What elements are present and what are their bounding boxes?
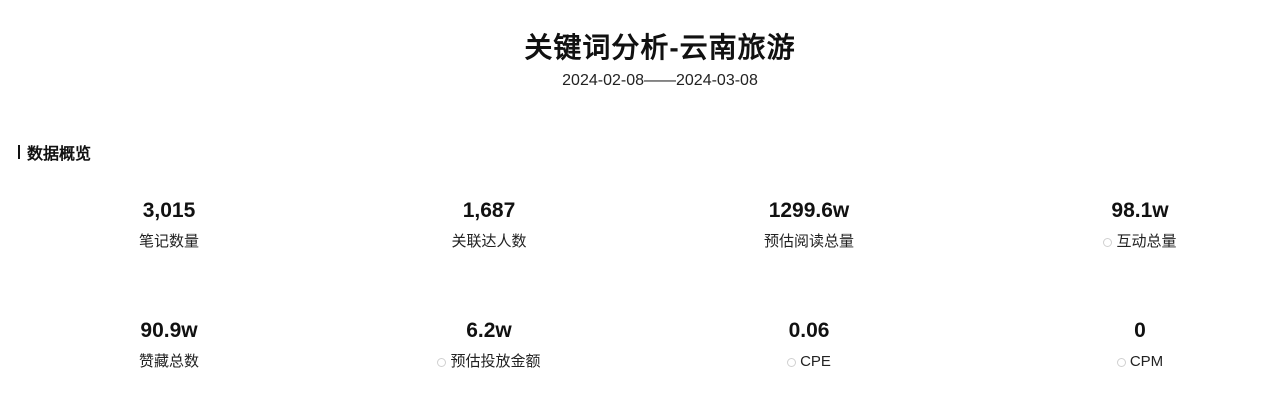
metric-value: 6.2w <box>466 319 512 342</box>
metric-label-text: 互动总量 <box>1116 233 1177 250</box>
metric-related-creators: 1,687 关联达人数 <box>359 198 619 252</box>
metric-likes-saves: 90.9w 赞藏总数 <box>39 318 299 372</box>
section-title-label: 数据概览 <box>27 146 92 163</box>
info-icon[interactable] <box>437 357 447 367</box>
metric-label-text: 关联达人数 <box>451 233 527 250</box>
metric-value: 0 <box>1134 319 1146 342</box>
metric-estimated-spend: 6.2w 预估投放金额 <box>359 318 619 372</box>
metric-label-text: 预估阅读总量 <box>763 233 854 250</box>
metric-note-count: 3,015 笔记数量 <box>39 198 299 252</box>
metric-cpm: 0 CPM <box>1010 318 1270 372</box>
metric-label: 互动总量 <box>1010 232 1270 252</box>
metric-label: 笔记数量 <box>39 232 299 252</box>
metric-label: 赞藏总数 <box>39 352 299 372</box>
metric-label: 预估阅读总量 <box>679 232 939 252</box>
section-title: 数据概览 <box>18 140 91 164</box>
metric-label: CPE <box>679 352 939 372</box>
metric-label-text: CPE <box>800 353 831 370</box>
metric-label-text: 笔记数量 <box>138 233 199 250</box>
date-range: 2024-02-08——2024-03-08 <box>562 72 758 89</box>
metric-estimated-reads: 1299.6w 预估阅读总量 <box>679 198 939 252</box>
metric-value: 3,015 <box>142 199 196 222</box>
metric-value: 90.9w <box>140 319 198 342</box>
metric-label-text: CPM <box>1129 353 1164 370</box>
info-icon[interactable] <box>1103 237 1113 247</box>
metric-label-text: 赞藏总数 <box>138 353 199 370</box>
metric-label: 预估投放金额 <box>359 352 619 372</box>
metric-value: 98.1w <box>1111 199 1169 222</box>
metric-value: 0.06 <box>788 319 830 342</box>
info-icon[interactable] <box>1116 357 1126 367</box>
page-title: 关键词分析-云南旅游 <box>524 32 796 63</box>
metric-value: 1,687 <box>462 199 516 222</box>
metric-value: 1299.6w <box>768 199 850 222</box>
section-marker <box>18 145 20 159</box>
metric-label: 关联达人数 <box>359 232 619 252</box>
metric-total-interactions: 98.1w 互动总量 <box>1010 198 1270 252</box>
metric-label-text: 预估投放金额 <box>450 353 541 370</box>
info-icon[interactable] <box>787 357 797 367</box>
metric-label: CPM <box>1010 352 1270 372</box>
metric-cpe: 0.06 CPE <box>679 318 939 372</box>
